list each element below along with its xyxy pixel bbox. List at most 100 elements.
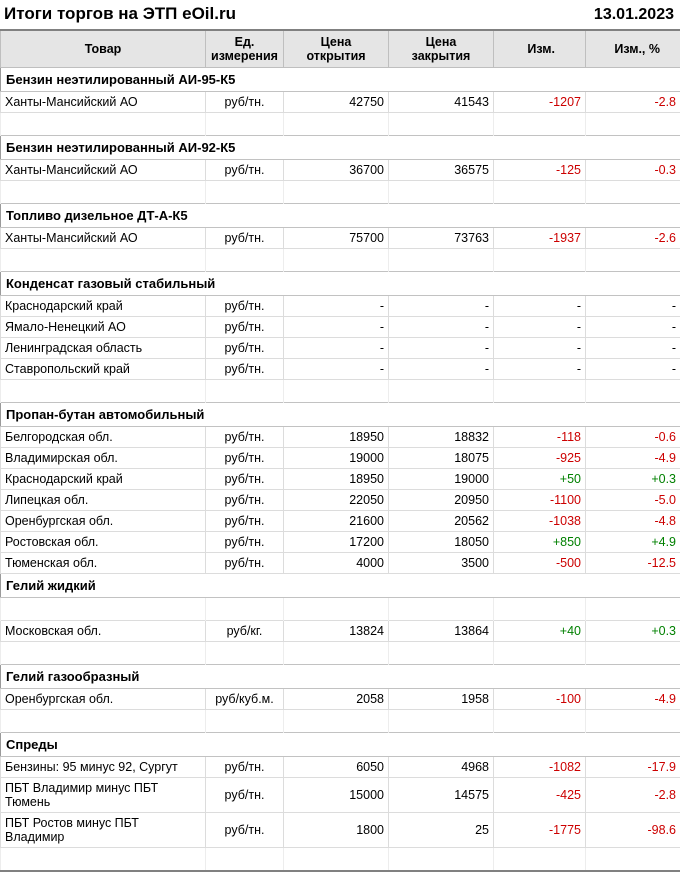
change-cell: -500 [494,553,586,574]
unit-cell: руб/тн. [206,338,284,359]
close-cell: 13864 [389,621,494,642]
spacer-row [1,710,680,733]
unit-cell: руб/тн. [206,448,284,469]
spacer-cell [586,848,680,871]
spacer-row [1,848,680,871]
close-cell: 3500 [389,553,494,574]
section-row: Пропан-бутан автомобильный [1,403,680,427]
close-cell: 18050 [389,532,494,553]
close-cell: 18832 [389,427,494,448]
change-pct-cell: -0.6 [586,427,680,448]
column-header-open: Цена открытия [284,30,389,68]
change-cell: - [494,317,586,338]
product-cell: Ямало-Ненецкий АО [1,317,206,338]
section-title: Конденсат газовый стабильный [1,272,680,296]
spacer-cell [389,848,494,871]
section-title: Пропан-бутан автомобильный [1,403,680,427]
open-cell: 2058 [284,689,389,710]
section-title: Гелий газообразный [1,665,680,689]
table-header: Товар Ед. измерения Цена открытия Цена з… [1,30,680,68]
spacer-cell [389,249,494,272]
change-pct-cell: -0.3 [586,160,680,181]
spacer-cell [284,113,389,136]
unit-cell: руб/тн. [206,228,284,249]
product-cell: Владимирская обл. [1,448,206,469]
open-cell: - [284,317,389,338]
change-cell: - [494,359,586,380]
spacer-cell [206,380,284,403]
spacer-cell [284,848,389,871]
product-cell: ПБТ Ростов минус ПБТ Владимир [1,813,206,848]
spacer-cell [389,642,494,665]
unit-cell: руб/тн. [206,317,284,338]
close-cell: - [389,338,494,359]
spacer-cell [206,710,284,733]
spacer-cell [284,380,389,403]
open-cell: - [284,359,389,380]
open-cell: 18950 [284,469,389,490]
unit-cell: руб/кг. [206,621,284,642]
change-pct-cell: - [586,359,680,380]
change-pct-cell: -17.9 [586,757,680,778]
open-cell: 1800 [284,813,389,848]
spacer-cell [284,710,389,733]
unit-cell: руб/тн. [206,296,284,317]
open-cell: 21600 [284,511,389,532]
product-cell: Оренбургская обл. [1,689,206,710]
spacer-cell [206,598,284,621]
change-cell: -1937 [494,228,586,249]
product-cell: Ханты-Мансийский АО [1,228,206,249]
product-cell: Краснодарский край [1,469,206,490]
open-cell: - [284,296,389,317]
change-pct-cell: -5.0 [586,490,680,511]
spacer-cell [586,113,680,136]
spacer-row [1,113,680,136]
change-cell: - [494,338,586,359]
open-cell: 13824 [284,621,389,642]
product-cell: Белгородская обл. [1,427,206,448]
unit-cell: руб/тн. [206,160,284,181]
spacer-cell [1,598,206,621]
spacer-cell [494,710,586,733]
spacer-cell [206,642,284,665]
spacer-cell [494,598,586,621]
spacer-cell [1,848,206,871]
change-cell: -118 [494,427,586,448]
unit-cell: руб/тн. [206,813,284,848]
unit-cell: руб/тн. [206,511,284,532]
spacer-cell [1,642,206,665]
column-header-close: Цена закрытия [389,30,494,68]
spacer-cell [1,380,206,403]
product-cell: Бензины: 95 минус 92, Сургут [1,757,206,778]
close-cell: 20562 [389,511,494,532]
change-cell: -100 [494,689,586,710]
open-cell: 17200 [284,532,389,553]
close-cell: 73763 [389,228,494,249]
change-pct-cell: -2.8 [586,92,680,113]
spacer-cell [389,598,494,621]
section-row: Гелий газообразный [1,665,680,689]
report-header: Итоги торгов на ЭТП eOil.ru 13.01.2023 [0,0,680,29]
spacer-cell [284,598,389,621]
unit-cell: руб/тн. [206,553,284,574]
change-pct-cell: +4.9 [586,532,680,553]
spacer-cell [389,113,494,136]
spacer-cell [389,380,494,403]
change-pct-cell: +0.3 [586,621,680,642]
change-pct-cell: -12.5 [586,553,680,574]
change-pct-cell: -4.9 [586,448,680,469]
spacer-cell [494,113,586,136]
change-cell: -425 [494,778,586,813]
spacer-cell [284,181,389,204]
section-title: Топливо дизельное ДТ-А-К5 [1,204,680,228]
spacer-cell [206,249,284,272]
